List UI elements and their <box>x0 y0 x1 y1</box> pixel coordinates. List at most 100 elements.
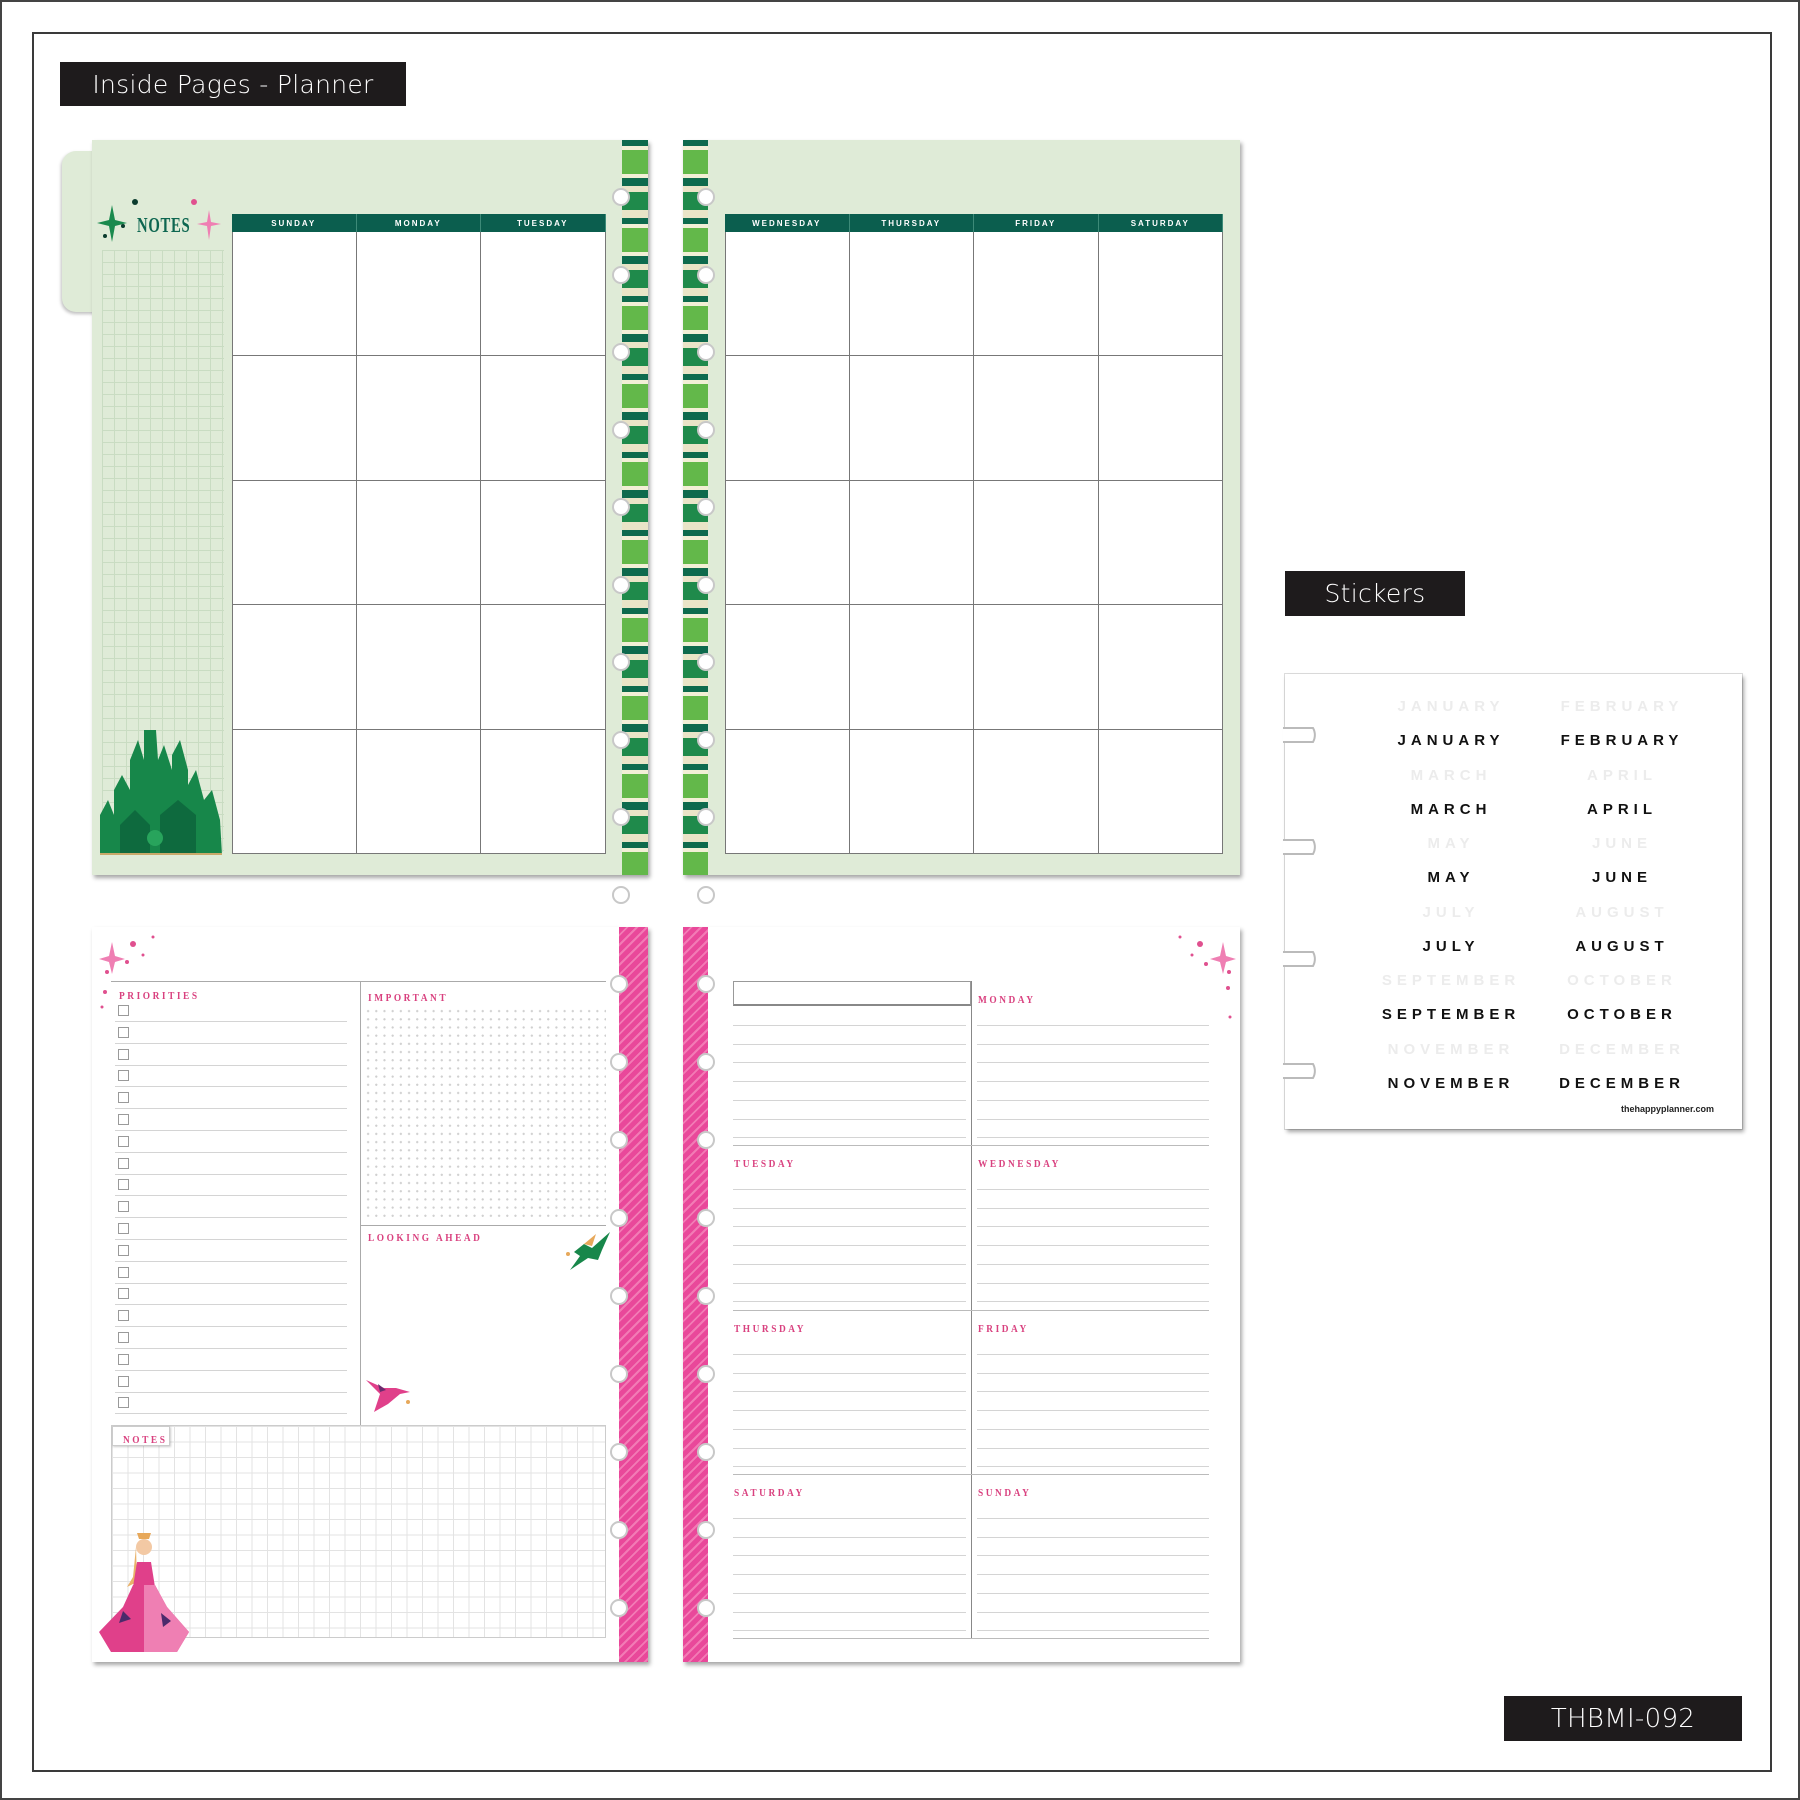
calendar-day-cell[interactable] <box>849 729 974 854</box>
priority-checkbox[interactable] <box>118 1397 129 1409</box>
calendar-day-cell[interactable] <box>849 480 974 606</box>
calendar-day-cell[interactable] <box>481 729 606 854</box>
month-sticker-outline[interactable]: AUGUST <box>1575 903 1669 921</box>
month-sticker-outline[interactable]: NOVEMBER <box>1387 1041 1515 1058</box>
priority-checkbox[interactable] <box>118 1310 129 1322</box>
disc-hole <box>697 808 715 826</box>
calendar-day-cell[interactable] <box>356 480 481 606</box>
calendar-day-cell[interactable] <box>232 605 357 730</box>
month-sticker[interactable]: JULY <box>1422 937 1480 955</box>
sticker-tab <box>1283 1055 1333 1083</box>
calendar-day-cell[interactable] <box>356 232 481 357</box>
month-sticker-outline[interactable]: FEBRUARY <box>1560 698 1684 715</box>
priority-checkbox[interactable] <box>118 1223 129 1234</box>
disc-hole <box>610 1053 628 1071</box>
disc-hole <box>612 420 630 439</box>
calendar-day-cell[interactable] <box>481 605 606 730</box>
calendar-day-cell[interactable] <box>725 232 850 357</box>
priority-checkbox[interactable] <box>118 1157 129 1169</box>
calendar-day-header: WEDNESDAY <box>725 214 850 232</box>
calendar-day-cell[interactable] <box>1098 605 1223 730</box>
month-sticker[interactable]: OCTOBER <box>1567 1006 1677 1024</box>
calendar-day-cell[interactable] <box>849 605 974 730</box>
month-sticker-outline[interactable]: OCTOBER <box>1567 972 1677 990</box>
calendar-day-cell[interactable] <box>1098 232 1223 357</box>
priority-checkbox[interactable] <box>118 1179 129 1191</box>
calendar-day-cell[interactable] <box>481 232 606 357</box>
calendar-day-cell[interactable] <box>974 232 1099 357</box>
priority-checkbox[interactable] <box>118 1266 129 1278</box>
priority-checkbox[interactable] <box>118 1332 129 1343</box>
writing-line <box>733 1226 966 1228</box>
calendar-day-cell[interactable] <box>1098 729 1223 854</box>
calendar-day-cell[interactable] <box>725 480 850 606</box>
calendar-day-cell[interactable] <box>974 605 1099 730</box>
writing-line <box>733 1189 966 1190</box>
month-sticker-outline[interactable]: SEPTEMBER <box>1381 972 1521 990</box>
writing-line <box>733 1574 966 1576</box>
day-label-tuesday: TUESDAY <box>734 1158 796 1170</box>
calendar-day-cell[interactable] <box>725 605 850 730</box>
month-sticker[interactable]: APRIL <box>1587 800 1657 818</box>
priority-checkbox[interactable] <box>118 1048 129 1060</box>
month-sticker[interactable]: JUNE <box>1591 869 1652 887</box>
notes-heading: NOTES <box>137 213 191 237</box>
calendar-day-cell[interactable] <box>356 605 481 730</box>
writing-line <box>733 1025 966 1026</box>
calendar-day-cell[interactable] <box>232 729 357 854</box>
month-sticker-outline[interactable]: DECEMBER <box>1559 1041 1685 1058</box>
priority-checkbox[interactable] <box>118 1135 129 1147</box>
disc-hole <box>697 188 715 206</box>
calendar-day-cell[interactable] <box>481 480 606 606</box>
sparkles-icon <box>97 199 221 242</box>
month-sticker-outline[interactable]: MARCH <box>1410 766 1492 784</box>
month-sticker-outline[interactable]: JUNE <box>1591 835 1652 853</box>
priority-checkbox[interactable] <box>118 1026 129 1038</box>
priority-checkbox[interactable] <box>118 1375 129 1387</box>
month-sticker[interactable]: AUGUST <box>1575 937 1669 955</box>
priority-checkbox[interactable] <box>118 1005 129 1016</box>
calendar-day-cell[interactable] <box>1098 356 1223 481</box>
month-sticker[interactable]: FEBRUARY <box>1560 732 1684 749</box>
month-sticker-outline[interactable]: APRIL <box>1587 766 1657 784</box>
calendar-day-cell[interactable] <box>849 356 974 481</box>
monthly-left-page: NOTES SUNDAY MONDAY TUESDAY <box>92 140 648 904</box>
priority-checkbox[interactable] <box>118 1070 129 1082</box>
blank-header-box[interactable] <box>733 981 971 1006</box>
calendar-day-header: THURSDAY <box>849 214 974 232</box>
priority-checkbox[interactable] <box>118 1114 129 1125</box>
priority-checkbox[interactable] <box>118 1092 129 1104</box>
calendar-day-cell[interactable] <box>232 356 357 481</box>
month-sticker[interactable]: SEPTEMBER <box>1381 1006 1521 1024</box>
calendar-day-cell[interactable] <box>849 232 974 357</box>
month-sticker[interactable]: MAY <box>1427 869 1475 887</box>
month-sticker[interactable]: DECEMBER <box>1559 1075 1685 1092</box>
calendar-day-header: MONDAY <box>356 214 481 232</box>
priority-checkbox[interactable] <box>118 1244 129 1256</box>
priority-checkbox[interactable] <box>118 1288 129 1300</box>
month-sticker-outline[interactable]: JULY <box>1422 903 1480 921</box>
calendar-day-cell[interactable] <box>1098 480 1223 606</box>
calendar-day-cell[interactable] <box>974 729 1099 854</box>
month-sticker[interactable]: NOVEMBER <box>1387 1075 1515 1092</box>
sticker-tab <box>1283 943 1333 971</box>
calendar-day-cell[interactable] <box>232 480 357 606</box>
calendar-day-cell[interactable] <box>356 729 481 854</box>
writing-line <box>977 1189 1209 1190</box>
calendar-day-cell[interactable] <box>974 480 1099 606</box>
calendar-day-cell[interactable] <box>232 232 357 357</box>
priority-checkbox[interactable] <box>118 1353 129 1365</box>
castle-illustration <box>100 730 222 855</box>
calendar-day-cell[interactable] <box>974 356 1099 481</box>
calendar-day-cell[interactable] <box>481 356 606 481</box>
priority-checkbox[interactable] <box>118 1201 129 1213</box>
calendar-day-cell[interactable] <box>725 356 850 481</box>
writing-line <box>977 1555 1209 1557</box>
month-sticker-outline[interactable]: JANUARY <box>1397 698 1505 715</box>
disc-hole <box>612 188 630 206</box>
month-sticker[interactable]: MARCH <box>1410 800 1492 818</box>
calendar-day-cell[interactable] <box>356 356 481 481</box>
month-sticker-outline[interactable]: MAY <box>1427 835 1475 853</box>
month-sticker[interactable]: JANUARY <box>1397 732 1505 749</box>
calendar-day-cell[interactable] <box>725 729 850 854</box>
